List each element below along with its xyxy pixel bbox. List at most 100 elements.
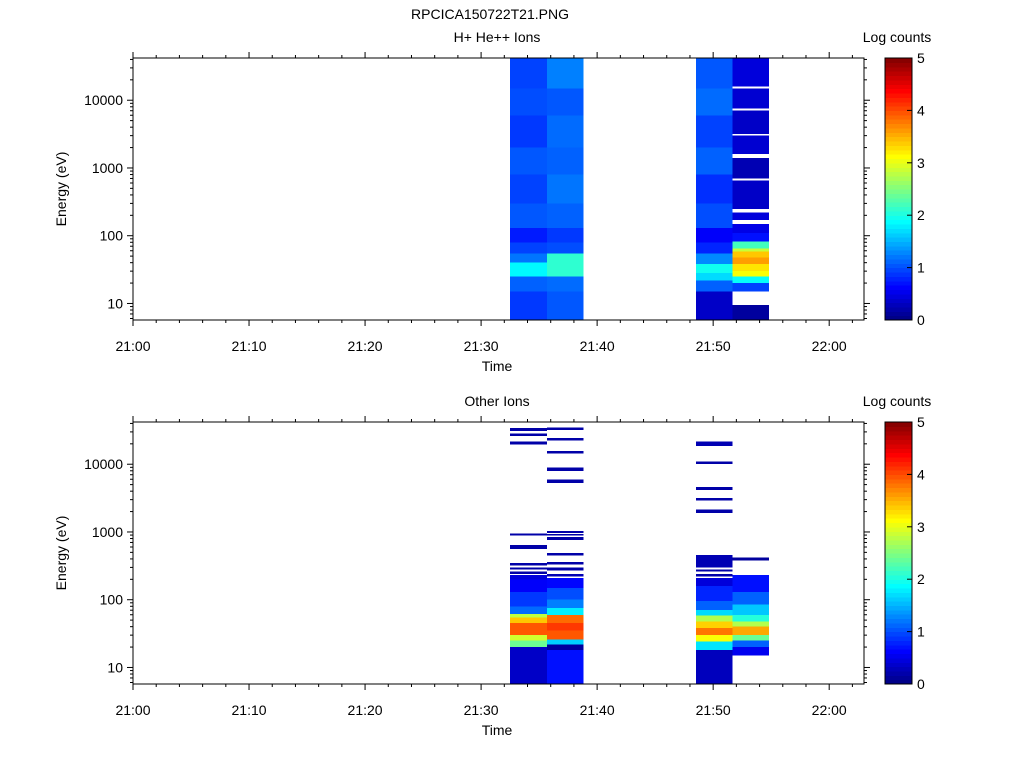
spectrogram-cell <box>732 271 770 277</box>
colorbar-segment <box>885 627 912 633</box>
y-tick-label: 1000 <box>92 524 123 540</box>
spectrogram-cell <box>695 573 733 577</box>
colorbar-segment <box>885 228 912 234</box>
spectrogram-cell <box>695 88 733 116</box>
x-tick-label: 21:00 <box>115 338 150 354</box>
colorbar-segment <box>885 635 912 641</box>
colorbar-segment <box>885 162 912 168</box>
colorbar-segment <box>885 553 912 558</box>
colorbar-segment <box>885 513 912 519</box>
x-tick-label: 21:10 <box>232 702 267 718</box>
spectrogram-cell <box>510 441 547 445</box>
colorbar-segment <box>885 75 912 81</box>
colorbar-segment <box>885 250 912 256</box>
spectrogram-cell <box>732 640 770 648</box>
spectrogram-cell <box>695 650 733 684</box>
colorbar-segment <box>885 443 912 449</box>
spectrogram-cell <box>695 264 733 274</box>
panel-title: Other Ions <box>464 393 529 409</box>
spectrogram-cell <box>695 115 733 148</box>
colorbar-segment <box>885 79 912 85</box>
spectrogram-cell <box>732 557 770 561</box>
spectrogram-cell <box>546 291 584 320</box>
x-tick-label: 21:30 <box>464 702 499 718</box>
colorbar: 0 1 2 3 4 5 <box>884 414 925 692</box>
spectrogram-cell <box>695 641 733 651</box>
spectrogram-cell <box>732 283 770 292</box>
colorbar-segment <box>885 232 912 238</box>
plot-frame <box>132 57 865 321</box>
spectrogram-cell <box>510 228 547 243</box>
colorbar-tick-label: 3 <box>917 155 925 171</box>
spectrogram-cell <box>546 479 584 483</box>
x-tick-label: 21:30 <box>464 338 499 354</box>
colorbar-segment <box>885 478 912 484</box>
colorbar-segment <box>885 210 912 216</box>
y-tick-label: 10000 <box>84 456 123 472</box>
y-tick-label: 1000 <box>92 160 123 176</box>
colorbar-segment <box>885 258 912 264</box>
colorbar-frame <box>884 57 913 321</box>
spectrogram-cell <box>510 533 547 536</box>
colorbar-segment <box>885 158 912 164</box>
spectrogram-cell <box>510 617 547 624</box>
spectrogram-cell <box>510 647 547 684</box>
colorbar-tick-label: 2 <box>917 571 925 587</box>
spectrogram-cell <box>510 623 547 636</box>
colorbar-segment <box>885 618 912 624</box>
spectrogram-cell <box>732 110 770 134</box>
colorbar-segment <box>885 557 912 563</box>
y-tick-label: 10 <box>107 659 123 675</box>
spectrogram-cell <box>732 241 770 249</box>
colorbar-segment <box>885 110 912 116</box>
spectrogram-cell <box>695 242 733 254</box>
spectrogram-cell <box>546 562 584 565</box>
colorbar-segment <box>885 496 912 502</box>
spectrogram-cell <box>695 291 733 320</box>
colorbar-segment <box>885 123 912 129</box>
colorbar-segment <box>885 106 912 111</box>
colorbar-segment <box>885 544 912 550</box>
colorbar-segment <box>885 302 912 308</box>
colorbar-segment <box>885 101 912 107</box>
colorbar-tick-label: 3 <box>917 519 925 535</box>
colorbar-segment <box>885 315 912 321</box>
x-axis-ticks: 21:00 21:10 21:20 21:30 21:40 21:50 22:00 <box>115 52 853 354</box>
colorbar: 0 1 2 3 4 5 <box>884 50 925 328</box>
colorbar-segment <box>885 175 912 181</box>
spectrogram-cell <box>732 276 770 284</box>
spectrogram-cell <box>695 628 733 636</box>
spectrogram-cell <box>510 575 547 580</box>
colorbar-segment <box>885 263 912 269</box>
spectrogram-cell <box>546 567 584 571</box>
colorbar-segment <box>885 526 912 532</box>
colorbar-segment <box>885 439 912 445</box>
x-tick-label: 22:00 <box>812 338 847 354</box>
colorbar-segment <box>885 285 912 291</box>
x-tick-label: 22:00 <box>812 702 847 718</box>
colorbar-segment <box>885 197 912 203</box>
spectrogram-cell <box>546 115 584 148</box>
colorbar-segment <box>885 84 912 90</box>
colorbar-segment <box>885 180 912 186</box>
colorbar-segment <box>885 311 912 317</box>
colorbar-segment <box>885 223 912 229</box>
colorbar-segment <box>885 119 912 125</box>
spectrogram-cell <box>546 242 584 254</box>
colorbar-segment <box>885 487 912 493</box>
x-tick-label: 21:10 <box>232 338 267 354</box>
spectrogram-cell <box>510 203 547 228</box>
spectrogram-cell <box>546 203 584 228</box>
colorbar-segment <box>885 171 912 177</box>
spectrogram-cell <box>695 554 733 568</box>
x-axis-label: Time <box>482 722 513 738</box>
colorbar-segment <box>885 189 912 194</box>
spectrogram-cell <box>732 223 770 233</box>
spectrogram-cell <box>546 644 584 651</box>
spectrogram-cell <box>546 427 584 430</box>
colorbar-segment <box>885 456 912 462</box>
colorbar-segment <box>885 293 912 299</box>
colorbar-segment <box>885 539 912 545</box>
colorbar-tick-label: 0 <box>917 676 925 692</box>
colorbar-segment <box>885 140 912 146</box>
